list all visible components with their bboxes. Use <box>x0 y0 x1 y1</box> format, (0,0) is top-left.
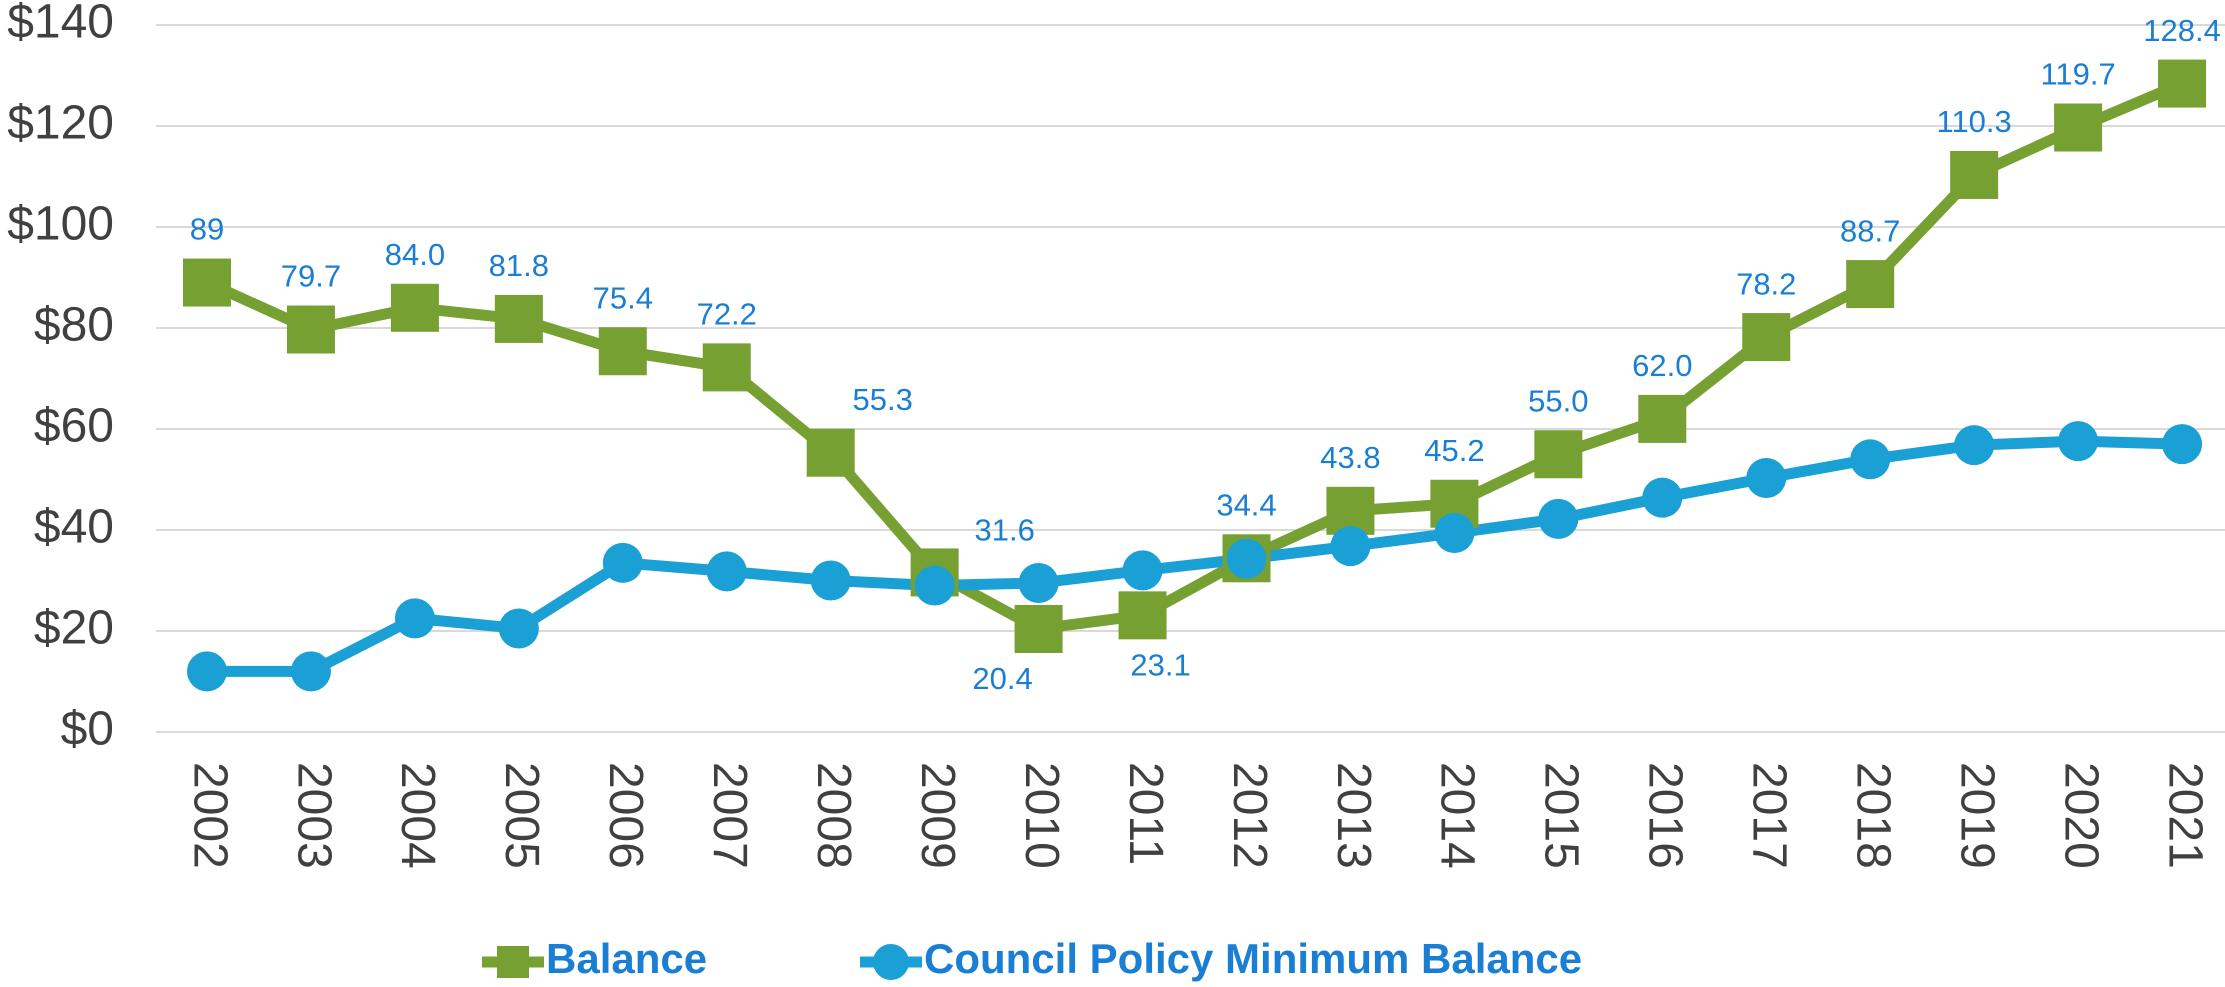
x-tick-label: 2020 <box>2054 762 2107 869</box>
x-tick-label: 2008 <box>807 762 860 869</box>
legend-label: Balance <box>546 935 707 982</box>
x-tick-label: 2013 <box>1327 762 1380 869</box>
x-tick-label: 2007 <box>703 762 756 869</box>
x-tick-label: 2011 <box>1119 762 1172 865</box>
point <box>1434 513 1475 554</box>
point <box>498 608 539 649</box>
x-tick-label: 2017 <box>1743 762 1796 869</box>
point <box>1954 425 1995 466</box>
point <box>1534 430 1583 479</box>
x-tick-label: 2004 <box>391 762 444 869</box>
point <box>187 651 227 692</box>
point <box>2054 103 2103 152</box>
y-tick-label: $60 <box>34 400 114 453</box>
point <box>2158 59 2207 108</box>
x-tick-label: 2009 <box>911 762 964 869</box>
x-tick-label: 2014 <box>1431 762 1484 869</box>
point <box>1226 538 1267 579</box>
data-label: 23.1 <box>1130 648 1190 683</box>
point <box>183 258 231 307</box>
data-label: 78.2 <box>1736 266 1796 301</box>
x-tick-label: 2003 <box>287 762 340 869</box>
point <box>602 542 643 583</box>
point <box>1330 526 1371 567</box>
point <box>394 598 435 639</box>
x-tick-label: 2016 <box>1639 762 1692 869</box>
point <box>914 565 955 606</box>
data-label: 55.3 <box>853 382 913 417</box>
y-tick-label: $0 <box>61 703 114 756</box>
data-label: 20.4 <box>972 661 1032 696</box>
point <box>806 428 855 477</box>
series-line <box>204 78 2185 635</box>
point <box>598 327 647 376</box>
x-tick-label: 2002 <box>183 762 236 869</box>
legend-marker <box>497 946 529 978</box>
y-tick-label: $80 <box>34 299 114 352</box>
point <box>1850 439 1891 480</box>
x-tick-label: 2006 <box>599 762 652 869</box>
point <box>706 551 747 592</box>
data-label: 43.8 <box>1320 440 1380 475</box>
point <box>1638 394 1687 443</box>
point <box>810 560 851 601</box>
data-label: 34.4 <box>1216 487 1276 522</box>
point <box>1018 563 1059 604</box>
point <box>1014 604 1063 653</box>
point <box>1746 457 1787 498</box>
point <box>1118 591 1167 640</box>
legend-label: Council Policy Minimum Balance <box>924 935 1582 982</box>
data-label: 81.8 <box>489 248 549 283</box>
y-tick-label: $140 <box>7 0 114 49</box>
point <box>1122 550 1163 591</box>
data-label: 75.4 <box>593 280 653 315</box>
data-label: 31.6 <box>974 513 1034 548</box>
x-tick-label: 2005 <box>495 762 548 869</box>
x-tick-label: 2012 <box>1223 762 1276 869</box>
x-tick-label: 2021 <box>2158 762 2211 869</box>
point <box>390 283 439 332</box>
point <box>2162 424 2203 465</box>
x-tick-label: 2010 <box>1015 762 1068 869</box>
legend-marker <box>873 944 909 980</box>
y-tick-label: $100 <box>7 198 114 251</box>
x-tick-label: 2015 <box>1535 762 1588 869</box>
data-label: 45.2 <box>1424 433 1484 468</box>
point <box>1642 477 1683 518</box>
y-tick-label: $40 <box>34 501 114 554</box>
data-label: 89 <box>190 212 224 247</box>
x-tick-label: 2019 <box>1950 762 2003 869</box>
y-tick-label: $120 <box>7 97 114 150</box>
data-label: 79.7 <box>281 259 341 294</box>
data-label: 72.2 <box>697 297 757 332</box>
point <box>1538 498 1579 539</box>
point <box>1950 150 1999 199</box>
point <box>702 343 751 392</box>
data-label: 88.7 <box>1840 213 1900 248</box>
y-tick-label: $20 <box>34 602 114 655</box>
point <box>290 651 331 692</box>
data-label: 84.0 <box>385 237 445 272</box>
data-label: 55.0 <box>1528 383 1588 418</box>
x-tick-label: 2018 <box>1847 762 1900 869</box>
data-label: 110.3 <box>1937 104 2012 139</box>
data-label: 128.4 <box>2143 13 2221 48</box>
point <box>286 305 335 354</box>
data-label: 62.0 <box>1632 348 1692 383</box>
point <box>494 294 543 343</box>
point <box>1742 313 1791 362</box>
point <box>1846 260 1895 309</box>
point <box>2058 421 2099 462</box>
data-label: 119.7 <box>2040 57 2115 92</box>
